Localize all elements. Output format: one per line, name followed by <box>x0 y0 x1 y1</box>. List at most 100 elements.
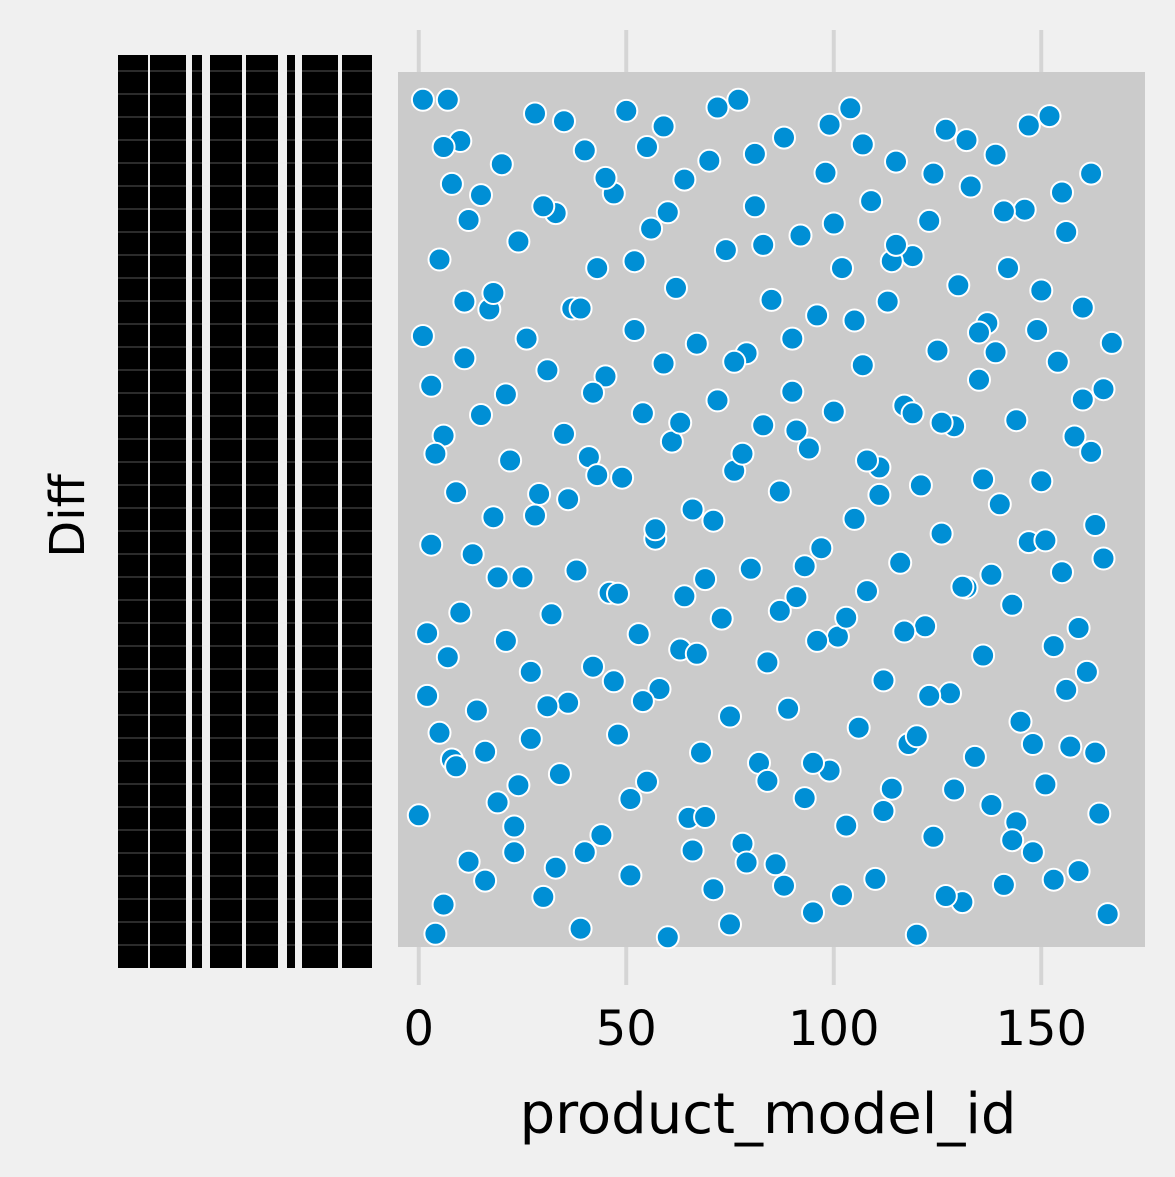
data-point <box>913 614 938 639</box>
data-point <box>859 189 884 214</box>
data-point <box>539 602 564 627</box>
y-tick-overlap-texture <box>118 415 372 417</box>
data-point <box>680 838 705 863</box>
data-point <box>689 740 713 765</box>
data-point <box>701 508 726 533</box>
data-point <box>801 750 825 775</box>
y-tick-label-column-7 <box>302 55 338 968</box>
data-point <box>830 883 854 908</box>
data-point <box>1008 709 1033 734</box>
data-point <box>460 542 485 567</box>
data-point <box>871 799 896 823</box>
y-tick-overlap-texture <box>118 829 372 831</box>
y-tick-overlap-texture <box>118 599 372 601</box>
data-point <box>751 413 776 438</box>
data-point <box>1066 859 1091 884</box>
data-point <box>875 289 900 314</box>
data-point <box>469 403 493 427</box>
data-point <box>419 373 444 398</box>
data-point <box>1054 220 1079 244</box>
data-point <box>1070 387 1095 412</box>
data-point <box>792 786 817 811</box>
data-point <box>444 754 469 779</box>
data-point <box>547 762 572 787</box>
y-tick-overlap-texture <box>118 507 372 509</box>
data-point <box>772 873 796 898</box>
data-point <box>1079 161 1104 186</box>
data-point <box>983 142 1008 167</box>
data-point <box>643 517 668 542</box>
data-point <box>506 229 531 254</box>
data-point <box>726 87 751 112</box>
data-point <box>742 141 767 166</box>
data-point <box>431 135 456 159</box>
data-point <box>705 95 730 120</box>
data-point <box>635 769 659 794</box>
data-point <box>410 87 435 112</box>
data-point <box>1037 104 1062 129</box>
data-point <box>780 379 805 404</box>
y-tick-overlap-texture <box>118 369 372 371</box>
data-point <box>751 232 776 257</box>
y-tick-overlap-texture <box>118 852 372 854</box>
data-point <box>1079 439 1104 464</box>
y-tick-label-column-2 <box>150 55 186 968</box>
data-point <box>456 849 481 874</box>
data-point <box>1012 197 1037 222</box>
data-point <box>722 349 747 374</box>
data-point <box>701 877 726 902</box>
data-point <box>713 238 738 263</box>
data-point <box>593 165 618 190</box>
data-point <box>448 600 473 625</box>
data-point <box>452 289 477 314</box>
data-point <box>518 726 543 751</box>
data-point <box>481 505 506 530</box>
data-point <box>410 324 435 348</box>
data-point <box>842 308 867 333</box>
data-point <box>718 704 742 729</box>
data-point <box>431 892 456 917</box>
data-point <box>655 200 680 225</box>
data-point <box>834 605 859 630</box>
y-tick-overlap-texture <box>118 714 372 716</box>
data-point <box>987 492 1012 517</box>
data-point <box>680 497 705 522</box>
data-point <box>556 487 581 512</box>
y-tick-label-column-5 <box>246 55 278 968</box>
data-point <box>801 900 825 925</box>
data-point <box>1058 734 1083 759</box>
data-point <box>784 585 809 610</box>
data-point <box>817 112 842 137</box>
data-point <box>473 739 498 764</box>
data-point <box>697 148 722 173</box>
x-tick-label-100: 100 <box>788 1001 880 1057</box>
data-point <box>813 160 838 185</box>
data-point <box>485 565 510 590</box>
data-point <box>1074 659 1099 684</box>
data-point <box>967 320 991 345</box>
data-point <box>427 720 452 745</box>
data-point <box>610 465 635 490</box>
data-point <box>879 776 904 801</box>
data-point <box>705 388 730 413</box>
data-point <box>954 128 979 153</box>
data-point <box>1029 278 1054 303</box>
data-point <box>564 558 589 583</box>
data-point <box>693 805 718 829</box>
data-point <box>464 698 489 723</box>
data-point <box>502 814 527 839</box>
y-axis-label: Diff <box>40 473 96 557</box>
data-point <box>543 855 568 880</box>
data-point <box>805 628 830 653</box>
data-point <box>622 249 647 274</box>
y-tick-label-column-4 <box>210 55 242 968</box>
data-point <box>485 790 510 815</box>
data-point <box>585 463 610 488</box>
data-point <box>452 346 477 371</box>
data-point <box>1050 560 1074 585</box>
data-point <box>1083 513 1108 537</box>
data-point <box>639 216 664 241</box>
data-point <box>796 436 821 461</box>
y-tick-overlap-texture <box>118 576 372 578</box>
data-point <box>552 109 576 134</box>
